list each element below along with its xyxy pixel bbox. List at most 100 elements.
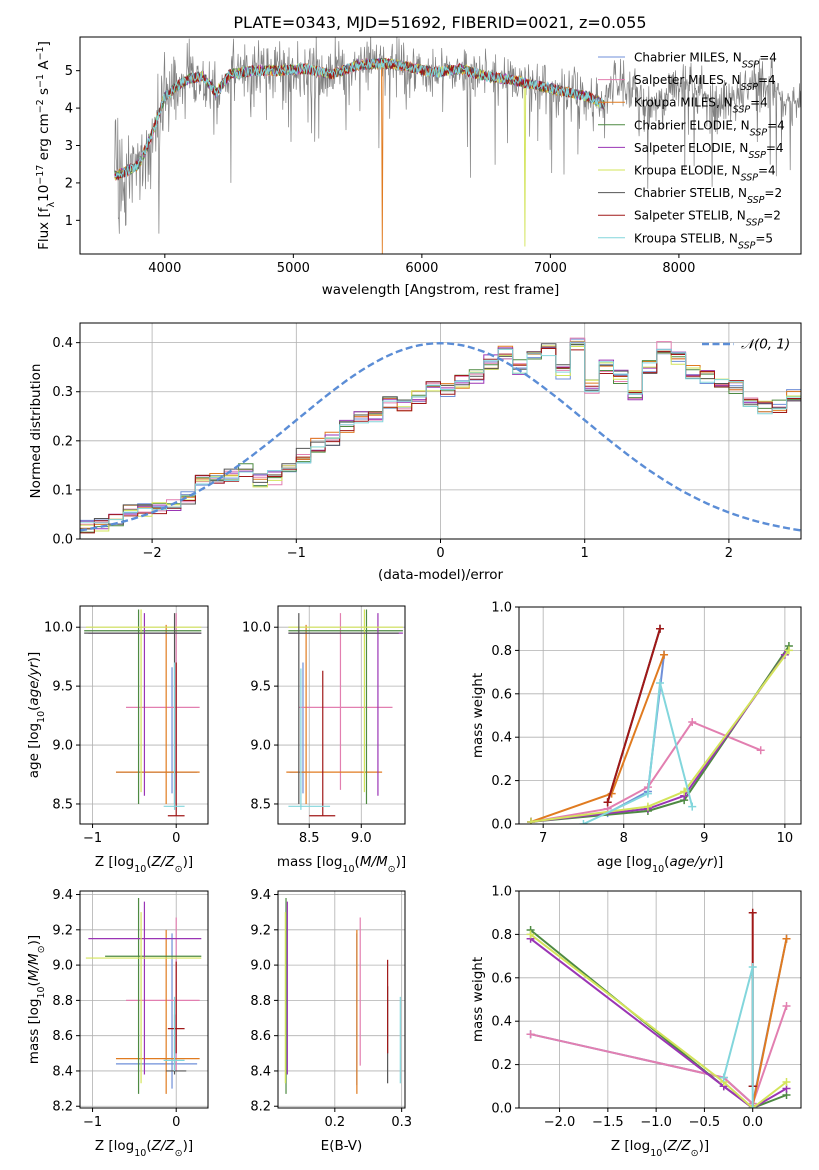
label-part: =4	[758, 164, 776, 178]
y-tick-label: 0.4	[52, 336, 73, 351]
x-tick-label: 0	[172, 1115, 180, 1130]
x-tick-label: 0.3	[391, 1115, 412, 1130]
label-part: Z [log	[611, 1138, 650, 1154]
y-tick-label: 9.5	[250, 680, 271, 695]
legend-entry-kroupa-stelib: Kroupa STELIB, NSSP=5	[634, 231, 773, 251]
weight-series-kroupa-stelib	[579, 678, 697, 824]
label-part: (	[355, 854, 360, 870]
plot-area	[114, 37, 801, 254]
x-axis-label: Z [log10(Z/Z⊙)]	[95, 854, 193, 875]
panel-age-vs-mass: 8.5 9.0 8.5 9.0 9.5 10.0 mass [log10(M/M⊙)]	[242, 605, 406, 875]
axes-frame	[79, 605, 209, 825]
y-tick-label: 0.0	[491, 818, 512, 833]
label-part: )]	[26, 652, 42, 663]
weight-marker	[643, 789, 652, 798]
y-axis-label: mass [log10(M/M⊙)]	[26, 935, 47, 1064]
weight-series-kroupa-elodie	[527, 646, 793, 824]
weight-marker	[688, 802, 697, 811]
label-part: Kroupa MILES, N	[634, 96, 733, 110]
label-part: −17	[35, 165, 46, 185]
errorbar-kroupa-elodie	[85, 609, 202, 793]
label-part: =4	[758, 73, 776, 87]
label-part: =4	[750, 96, 768, 110]
label-part: SSP	[741, 172, 759, 183]
label-part: ⊙	[36, 945, 47, 953]
label-part: age [log	[597, 854, 652, 870]
weight-series-kroupa-stelib	[719, 962, 757, 1108]
errorbar-salpeter-miles	[298, 613, 393, 790]
y-tick-label: 8.5	[250, 797, 271, 812]
y-tick-label: 0.0	[52, 533, 73, 548]
errorbar-chabrier-elodie	[84, 609, 202, 804]
y-axis-label: age [log10(age/yr)]	[26, 652, 47, 778]
label-part: SSP	[741, 82, 759, 93]
x-axis-label: age [log10(age/yr)]	[597, 854, 723, 875]
label-part: Z [log	[95, 854, 134, 870]
x-tick-label: 2	[725, 546, 733, 561]
y-tick-label: 9.2	[52, 923, 73, 938]
weight-marker	[782, 1077, 791, 1086]
y-tick-label: 9.4	[52, 888, 73, 903]
y-tick-label: 8.2	[250, 1100, 271, 1115]
errorbar-salpeter-miles	[126, 613, 200, 790]
weight-marker	[748, 1104, 757, 1108]
panel-age-vs-z: −1 08.59.09.510.0Z [log10(Z/Z⊙)]age [log1…	[26, 605, 209, 875]
label-part: ⊙	[691, 1148, 699, 1159]
x-tick-label: 7	[539, 831, 547, 846]
errorbar-kroupa-stelib	[163, 996, 185, 1071]
label-part: (	[26, 706, 42, 711]
errorbar-chabrier-elodie	[105, 898, 202, 1094]
weight-marker	[643, 802, 652, 811]
weight-line	[529, 937, 787, 1108]
x-tick-label: 0.0	[742, 1115, 763, 1130]
label-part: Flux [f	[36, 206, 52, 250]
x-tick-label: 7000	[534, 261, 567, 276]
y-axis-label: mass weight	[470, 957, 486, 1042]
label-part: 10	[134, 864, 146, 875]
y-tick-label: 8.2	[52, 1100, 73, 1115]
label-part: =4	[766, 141, 784, 155]
weight-marker	[748, 962, 757, 971]
label-part: =2	[764, 186, 782, 200]
errorbar-kroupa-elodie	[85, 912, 202, 1084]
weight-marker	[526, 1030, 535, 1039]
legend-entry-kroupa-elodie: Kroupa ELODIE, NSSP=4	[634, 164, 776, 184]
label-part: ⊙	[388, 864, 396, 875]
y-tick-label: 10.0	[242, 621, 271, 636]
y-axis-label: Normed distribution	[28, 364, 44, 499]
y-tick-label: 0.1	[52, 483, 73, 498]
label-part: 10	[652, 864, 664, 875]
label-part: mass [log	[277, 854, 343, 870]
label-part: Z/Z	[151, 854, 176, 870]
errorbar-kroupa-stelib	[288, 668, 331, 810]
x-tick-label: −1	[287, 546, 306, 561]
label-part: (	[26, 981, 42, 986]
weight-series-salpeter-elodie	[527, 650, 789, 824]
y-tick-label: 1.0	[491, 885, 512, 900]
label-part: =4	[767, 118, 785, 132]
y-tick-label: 0.2	[491, 774, 512, 789]
x-tick-label: 0	[172, 831, 180, 846]
y-tick-label: 0.3	[52, 385, 73, 400]
x-tick-label: −1	[83, 1115, 102, 1130]
label-part: Salpeter STELIB, N	[634, 209, 746, 223]
label-part: age/yr	[26, 661, 42, 706]
x-tick-label: −2.0	[544, 1115, 576, 1130]
label-part: Z/Z	[151, 1138, 176, 1154]
weight-marker	[756, 746, 765, 755]
weight-marker	[782, 934, 791, 943]
x-tick-label: 8	[620, 831, 628, 846]
label-part: 10	[36, 986, 47, 998]
label-part: 10	[36, 711, 47, 723]
weight-marker	[579, 820, 588, 824]
label-part: SSP	[748, 149, 766, 160]
y-tick-label: 4	[65, 102, 73, 117]
x-tick-label: 8.5	[299, 831, 320, 846]
x-tick-label: 4000	[148, 261, 181, 276]
model-spectrum-kroupa-stelib	[114, 58, 605, 178]
axes-frame	[518, 606, 802, 825]
histogram-kroupa-stelib	[80, 341, 801, 524]
y-tick-label: 0.8	[491, 928, 512, 943]
label-part: −2	[35, 99, 46, 113]
